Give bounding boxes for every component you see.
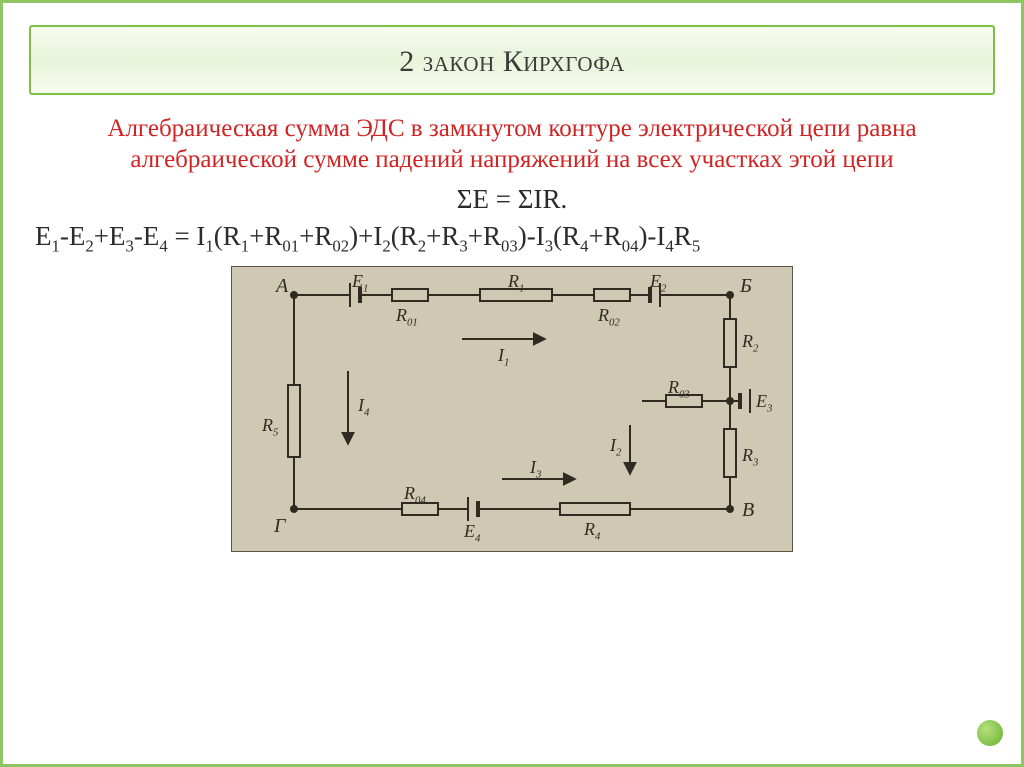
circuit-svg <box>232 267 792 551</box>
lbl-E4: E4 <box>464 521 480 542</box>
lbl-E1: E1 <box>352 271 368 292</box>
title-box: 2 закон Кирхгофа <box>29 25 995 95</box>
lbl-R3: R3 <box>742 445 758 466</box>
node-V: В <box>742 499 754 522</box>
lbl-I4: I4 <box>358 395 369 416</box>
node-B: Б <box>740 275 752 298</box>
node-A: А <box>276 275 288 298</box>
slide-frame: 2 закон Кирхгофа Алгебраическая сумма ЭД… <box>0 0 1024 767</box>
lbl-R5: R5 <box>262 415 278 436</box>
decorative-dot-icon <box>977 720 1003 746</box>
node-G: Г <box>274 515 285 538</box>
lbl-R2: R2 <box>742 331 758 352</box>
lbl-R02: R02 <box>598 305 620 326</box>
lbl-R03: R03 <box>668 377 690 398</box>
lbl-E2: E2 <box>650 271 666 292</box>
slide-title: 2 закон Кирхгофа <box>41 45 983 79</box>
sigma-formula: ΣE = ΣIR. <box>29 184 995 215</box>
expanded-equation: E1-E2+E3-E4 = I1(R1+R01+R02)+I2(R2+R3+R0… <box>29 221 995 252</box>
lbl-I2: I2 <box>610 435 621 456</box>
lbl-R4: R4 <box>584 519 600 540</box>
lbl-E3: E3 <box>756 391 772 412</box>
lbl-R04: R04 <box>404 483 426 504</box>
law-statement: Алгебраическая сумма ЭДС в замкнутом кон… <box>29 113 995 176</box>
lbl-R01: R01 <box>396 305 418 326</box>
circuit-figure: А Б В Г E1 E2 E3 E4 R01 R02 R03 R04 R1 R… <box>231 266 793 552</box>
lbl-I3: I3 <box>530 457 541 478</box>
lbl-R1: R1 <box>508 271 524 292</box>
lbl-I1: I1 <box>498 345 509 366</box>
